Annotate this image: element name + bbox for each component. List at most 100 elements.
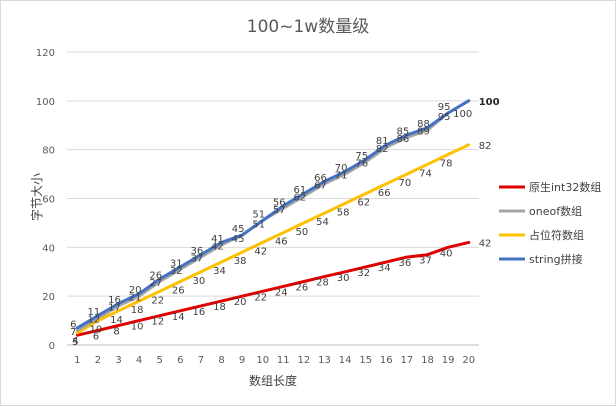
data-label: 24 <box>275 287 288 298</box>
data-label: 26 <box>172 286 185 297</box>
data-labels: 4 6 8 10 12 14 16 18 20 22 24 26 28 30 32 34 36 374042611… <box>70 97 500 348</box>
data-label: 22 <box>151 295 164 306</box>
y-axis-ticks: 0 20 40 60 80 100 120 <box>36 48 55 352</box>
series-lines <box>75 99 471 337</box>
data-label: 57 <box>273 205 286 216</box>
data-label: 51 <box>252 219 265 230</box>
data-label: 51 <box>252 209 265 220</box>
data-label: 71 <box>335 171 348 182</box>
data-label: 54 <box>316 217 329 228</box>
data-label: 6 <box>93 331 99 342</box>
y-tick-label: 60 <box>42 195 55 206</box>
data-label: 56 <box>273 197 286 208</box>
series-line <box>75 143 471 335</box>
x-tick-label: 20 <box>462 355 475 366</box>
data-label: 30 <box>193 276 206 287</box>
data-label: 32 <box>170 266 183 277</box>
y-tick-label: 80 <box>42 146 55 157</box>
x-tick-label: 7 <box>198 355 204 366</box>
data-label: 36 <box>399 258 412 269</box>
data-label: 22 <box>254 292 267 303</box>
data-label: 82 <box>376 144 389 155</box>
y-tick-label: 0 <box>49 341 55 352</box>
legend-label: 原生int32数组 <box>529 180 601 194</box>
data-label: 78 <box>440 159 453 170</box>
x-tick-label: 19 <box>442 355 455 366</box>
data-label: 95 <box>438 102 451 113</box>
data-label: 20 <box>129 285 142 296</box>
data-label: 62 <box>357 198 370 209</box>
data-label: 4 <box>72 336 78 347</box>
x-tick-label: 2 <box>95 355 101 366</box>
x-tick-label: 15 <box>359 355 372 366</box>
data-label: 42 <box>254 246 267 257</box>
data-label: 31 <box>170 258 183 269</box>
legend-label: oneof数组 <box>529 204 582 218</box>
data-label: 18 <box>213 302 226 313</box>
data-label: 82 <box>479 141 492 152</box>
y-tick-label: 120 <box>36 48 55 59</box>
data-label: 11 <box>88 307 101 318</box>
data-label: 21 <box>129 293 142 304</box>
data-label: 37 <box>419 256 432 267</box>
data-label: 42 <box>479 238 492 249</box>
x-tick-label: 11 <box>277 355 290 366</box>
series-line <box>75 240 471 337</box>
data-label: 16 <box>193 307 206 318</box>
data-label: 10 <box>90 325 103 336</box>
data-label: 14 <box>110 315 123 326</box>
data-label: 20 <box>234 297 247 308</box>
x-tick-label: 5 <box>157 355 163 366</box>
data-label: 46 <box>275 237 288 248</box>
data-label: 86 <box>397 134 410 145</box>
data-label: 34 <box>378 263 391 274</box>
data-label: 6 <box>70 319 76 330</box>
data-label: 45 <box>232 234 245 245</box>
data-label: 66 <box>378 188 391 199</box>
gridlines <box>67 51 479 297</box>
data-label: 28 <box>316 278 329 289</box>
x-tick-label: 9 <box>239 355 245 366</box>
data-label: 89 <box>417 127 430 138</box>
data-label: 67 <box>314 180 327 191</box>
data-label: 7 <box>70 327 76 338</box>
data-label: 85 <box>397 126 410 137</box>
data-label: 34 <box>213 266 226 277</box>
data-label: 30 <box>337 273 350 284</box>
data-label: 95 <box>438 112 451 123</box>
legend-label: 占位符数组 <box>529 228 584 242</box>
series-line <box>75 99 471 330</box>
data-label: 74 <box>419 168 432 179</box>
data-label: 18 <box>131 305 144 316</box>
data-label: 70 <box>399 178 412 189</box>
x-tick-label: 6 <box>177 355 183 366</box>
data-label: 40 <box>440 248 453 259</box>
data-label: 26 <box>149 271 162 282</box>
y-tick-label: 40 <box>42 243 55 254</box>
data-label: 45 <box>232 224 245 235</box>
x-axis-title: 数组长度 <box>249 373 297 388</box>
data-label: 100 <box>453 109 472 120</box>
data-label: 66 <box>314 173 327 184</box>
data-label: 62 <box>294 193 307 204</box>
data-label: 42 <box>211 241 224 252</box>
x-tick-label: 4 <box>136 355 142 366</box>
data-label: 38 <box>234 256 247 267</box>
data-label: 88 <box>417 119 430 130</box>
data-label: 27 <box>149 278 162 289</box>
x-tick-label: 1 <box>74 355 80 366</box>
x-tick-label: 3 <box>115 355 121 366</box>
data-label: 70 <box>335 163 348 174</box>
data-label: 50 <box>296 227 309 238</box>
data-label: 100 <box>479 97 500 108</box>
x-tick-label: 14 <box>339 355 352 366</box>
data-label: 58 <box>337 207 350 218</box>
data-label: 61 <box>294 185 307 196</box>
y-tick-label: 100 <box>36 97 55 108</box>
data-label: 76 <box>355 158 368 169</box>
data-label: 36 <box>191 246 204 257</box>
data-label: 16 <box>108 295 121 306</box>
data-label: 10 <box>131 322 144 333</box>
